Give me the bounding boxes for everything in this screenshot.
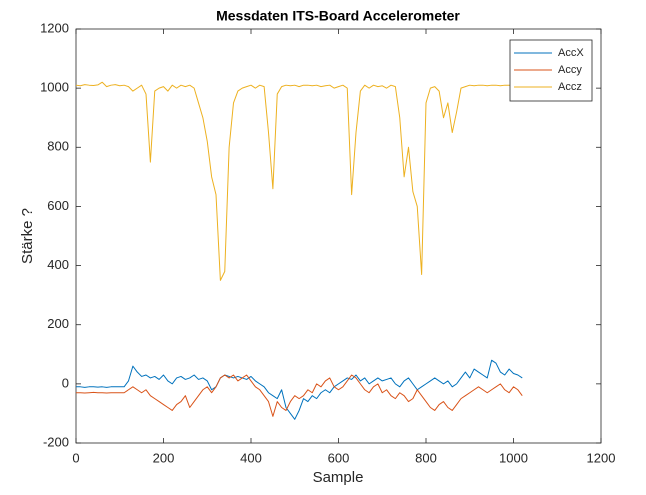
- y-axis-label: Stärke ?: [19, 208, 36, 264]
- y-tick-label: -200: [43, 434, 69, 449]
- y-tick-label: 200: [47, 316, 69, 331]
- y-tick-label: 1200: [40, 20, 69, 35]
- x-tick-label: 0: [72, 450, 79, 465]
- y-tick-label: 1000: [40, 80, 69, 95]
- y-tick-label: 0: [62, 375, 69, 390]
- y-tick-label: 600: [47, 198, 69, 213]
- data-line: [75, 81, 523, 281]
- x-axis-label: Sample: [313, 469, 364, 486]
- legend-label: Accy: [558, 64, 582, 76]
- legend-label: AccX: [558, 47, 584, 59]
- x-tick-label: 800: [415, 450, 437, 465]
- x-tick-label: 200: [153, 450, 175, 465]
- x-tick-label: 1000: [499, 450, 528, 465]
- legend-label: Accz: [558, 81, 582, 93]
- y-tick-label: 400: [47, 257, 69, 272]
- x-tick-label: 1200: [587, 450, 616, 465]
- x-tick-label: 600: [328, 450, 350, 465]
- x-tick-label: 400: [240, 450, 262, 465]
- chart-title: Messdaten ITS-Board Accelerometer: [216, 8, 460, 24]
- y-tick-label: 800: [47, 139, 69, 154]
- data-line: [76, 359, 523, 420]
- data-line: [76, 374, 523, 417]
